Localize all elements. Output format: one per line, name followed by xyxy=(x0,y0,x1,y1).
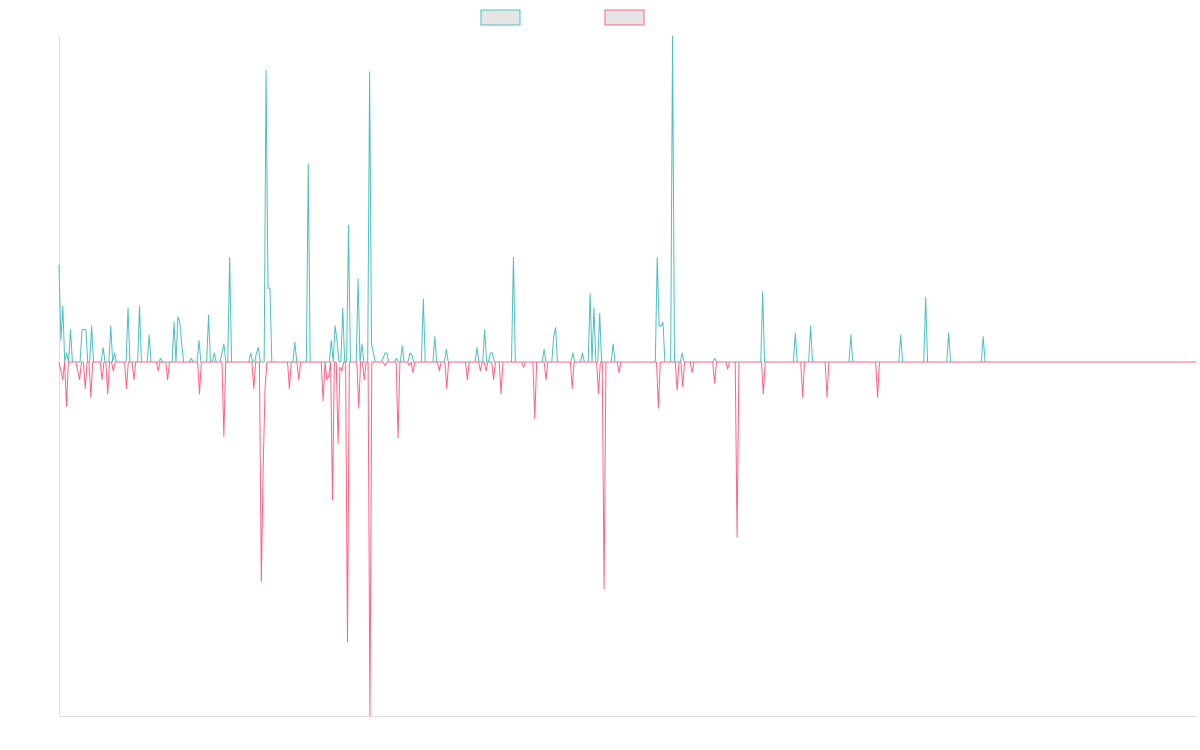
legend xyxy=(480,9,645,26)
legend-swatch-series-2[interactable] xyxy=(604,9,645,26)
series-layer xyxy=(58,35,1196,717)
series-line-2 xyxy=(58,361,1196,717)
series-line-1 xyxy=(58,35,1196,363)
legend-swatch-series-1[interactable] xyxy=(480,9,521,26)
